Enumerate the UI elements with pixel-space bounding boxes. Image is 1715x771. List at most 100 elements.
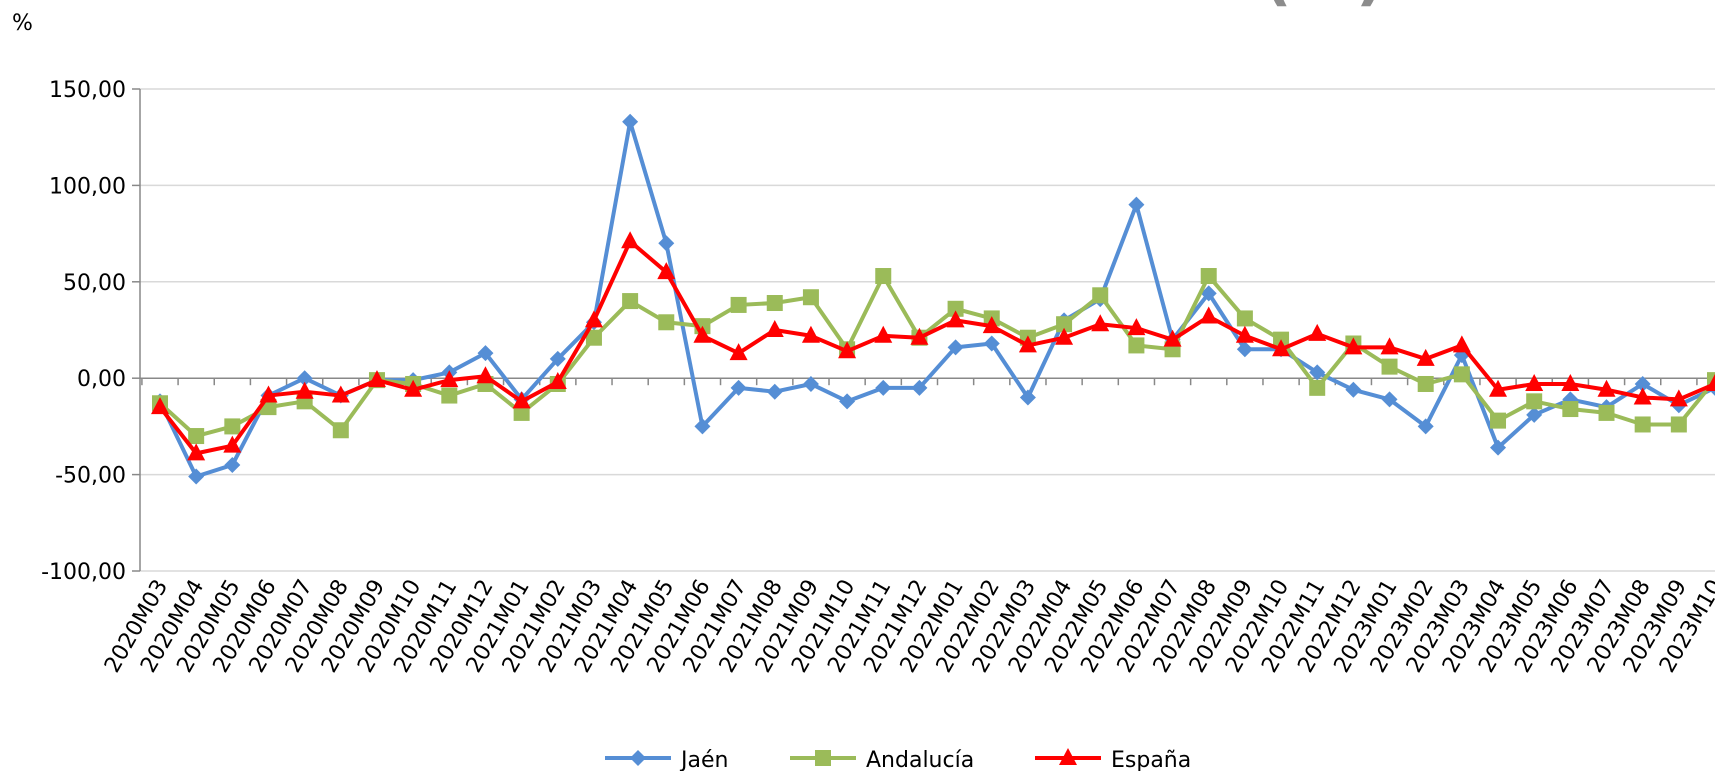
data-point: [875, 268, 892, 285]
data-point: [223, 435, 242, 453]
legend-label: Jaén: [679, 748, 728, 771]
data-point: [367, 370, 386, 388]
chart-title: DE LAS EXPORTACIONES (%): [365, 0, 1385, 14]
data-point: [658, 314, 675, 331]
data-point: [1235, 325, 1254, 343]
data-point: [404, 379, 423, 397]
data-point: [839, 393, 856, 410]
data-point: [729, 343, 748, 361]
series: [151, 231, 1715, 461]
data-point: [1598, 404, 1615, 421]
data-point: [1272, 339, 1291, 357]
data-point: [1526, 393, 1543, 410]
data-point: [983, 335, 1000, 352]
data-point: [1381, 358, 1398, 375]
data-point: [622, 113, 639, 130]
data-point: [802, 289, 819, 306]
data-point: [513, 404, 530, 421]
data-point: [621, 231, 640, 249]
data-point: [548, 372, 567, 390]
data-point: [224, 418, 241, 435]
data-point: [1128, 196, 1145, 213]
data-point: [1309, 364, 1326, 381]
data-point: [476, 366, 495, 384]
data-point: [1489, 379, 1508, 397]
data-point: [1344, 337, 1363, 355]
data-point: [1127, 318, 1146, 336]
data-point: [1381, 391, 1398, 408]
y-tick-label: 50,00: [63, 271, 126, 296]
data-point: [332, 422, 349, 439]
series-line: [158, 119, 1715, 479]
data-point: [1199, 306, 1218, 324]
data-point: [730, 296, 747, 313]
data-point: [585, 329, 602, 346]
data-point: [1526, 406, 1543, 423]
data-point: [946, 310, 965, 328]
data-point: [815, 750, 831, 766]
data-point: [440, 370, 459, 388]
data-point: [1562, 401, 1579, 418]
data-point: [1417, 418, 1434, 435]
legend-label: España: [1111, 748, 1191, 771]
data-point: [549, 350, 566, 367]
series-line: [158, 239, 1715, 456]
data-point: [1380, 337, 1399, 355]
series: [152, 268, 1715, 445]
y-tick-label: -50,00: [55, 464, 126, 489]
data-point: [295, 381, 314, 399]
data-point: [1091, 314, 1110, 332]
data-point: [512, 391, 531, 409]
data-point: [1417, 375, 1434, 392]
data-point: [1019, 389, 1036, 406]
data-point: [1669, 389, 1688, 407]
data-point: [1092, 287, 1109, 304]
data-point: [477, 345, 494, 362]
data-point: [911, 379, 928, 396]
data-point: [801, 325, 820, 343]
data-point: [1059, 748, 1077, 765]
data-point: [441, 387, 458, 404]
data-point: [1236, 341, 1253, 358]
data-point: [1163, 329, 1182, 347]
data-point: [910, 327, 929, 345]
data-point: [1056, 316, 1073, 333]
data-point: [802, 375, 819, 392]
data-point: [874, 325, 893, 343]
data-point: [1452, 335, 1471, 353]
data-point: [947, 300, 964, 317]
data-point: [1597, 379, 1616, 397]
data-point: [693, 325, 712, 343]
data-point: [1308, 323, 1327, 341]
data-point: [1634, 416, 1651, 433]
data-point: [1055, 327, 1074, 345]
data-point: [982, 316, 1001, 334]
data-point: [765, 320, 784, 337]
data-point: [630, 750, 646, 766]
data-point: [224, 456, 241, 473]
data-point: [947, 339, 964, 356]
series: [152, 113, 1715, 485]
y-tick-label: 150,00: [49, 78, 126, 103]
data-point: [1525, 373, 1544, 391]
y-tick-label: 0,00: [77, 367, 126, 392]
data-point: [1707, 372, 1715, 389]
data-point: [694, 418, 711, 435]
data-point: [1345, 381, 1362, 398]
data-point: [1490, 412, 1507, 429]
data-point: [1018, 335, 1037, 353]
data-point: [1453, 366, 1470, 383]
y-tick-label: 100,00: [49, 174, 126, 199]
data-point: [622, 293, 639, 310]
data-point: [838, 341, 857, 359]
data-point: [151, 397, 169, 415]
data-point: [1561, 373, 1580, 391]
data-point: [296, 370, 313, 387]
data-point: [1706, 373, 1715, 391]
data-point: [1309, 379, 1326, 396]
data-point: [1634, 375, 1651, 392]
data-point: [331, 385, 350, 403]
data-point: [188, 428, 205, 445]
